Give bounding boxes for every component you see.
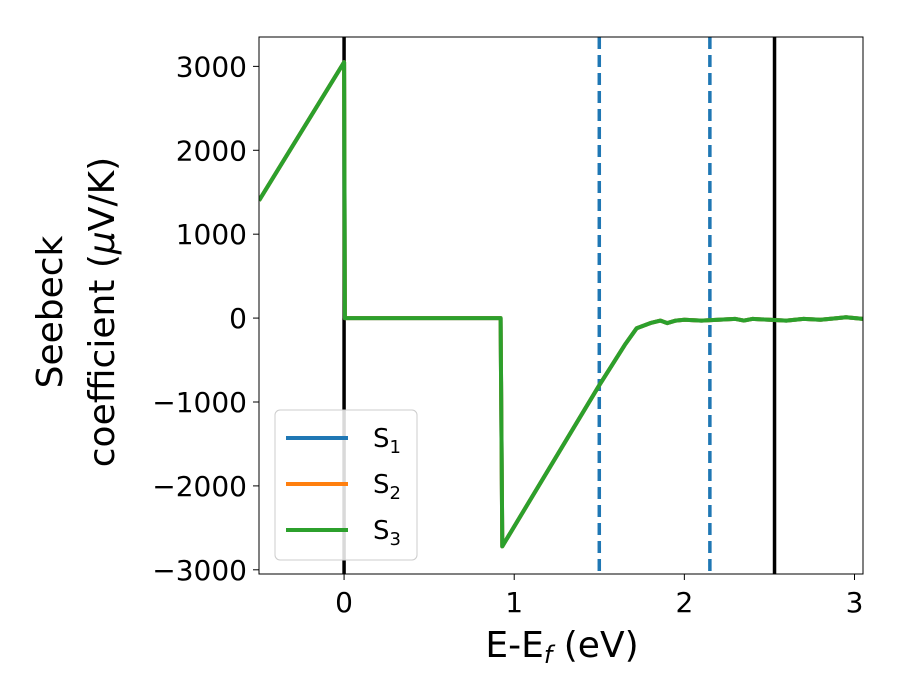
legend-entry-s2: S2 [286, 470, 401, 504]
y-tick-label: 3000 [176, 50, 247, 83]
x-axis-label: E-Ef (eV) [485, 625, 638, 669]
legend-label: S3 [373, 516, 401, 550]
legend-label: S2 [373, 470, 401, 504]
y-axis-label-unit: V/K) [82, 157, 123, 231]
x-axis-label-main: E-E [485, 625, 543, 666]
series-lines [259, 60, 863, 549]
y-tick-label: 0 [229, 302, 247, 335]
y-tick-label: −1000 [152, 386, 247, 419]
ticks: 0 1 2 3 −3000 −2000 −1000 0 1000 2000 3000 [152, 50, 863, 619]
legend-entry-s1: S1 [286, 424, 401, 458]
series-line-s3 [259, 60, 863, 549]
x-tick-label: 1 [505, 586, 523, 619]
y-tick-label: −3000 [152, 554, 247, 587]
y-axis-label-line1: Seebeck [30, 235, 71, 388]
axes-frame [258, 36, 864, 575]
x-tick-label: 2 [675, 586, 693, 619]
y-axis-label-line2-text: coefficient ( [82, 254, 123, 467]
x-axis-label-unit: (eV) [552, 625, 638, 666]
legend-entry-s3: S3 [286, 516, 401, 550]
axes [258, 36, 864, 575]
y-axis-label-line2: coefficient (μV/K) [82, 157, 123, 467]
x-tick-label: 0 [335, 586, 353, 619]
y-axis-label: Seebeck coefficient (μV/K) [30, 157, 123, 467]
legend-entries: S1 S2 S3 [286, 424, 401, 550]
x-tick-label: 3 [846, 586, 864, 619]
legend: S1 S2 S3 [274, 409, 418, 561]
y-axis-label-mu: μ [82, 231, 123, 255]
y-tick-label: −2000 [152, 470, 247, 503]
legend-label: S1 [373, 424, 401, 458]
y-tick-label: 1000 [176, 218, 247, 251]
y-tick-label: 2000 [176, 134, 247, 167]
